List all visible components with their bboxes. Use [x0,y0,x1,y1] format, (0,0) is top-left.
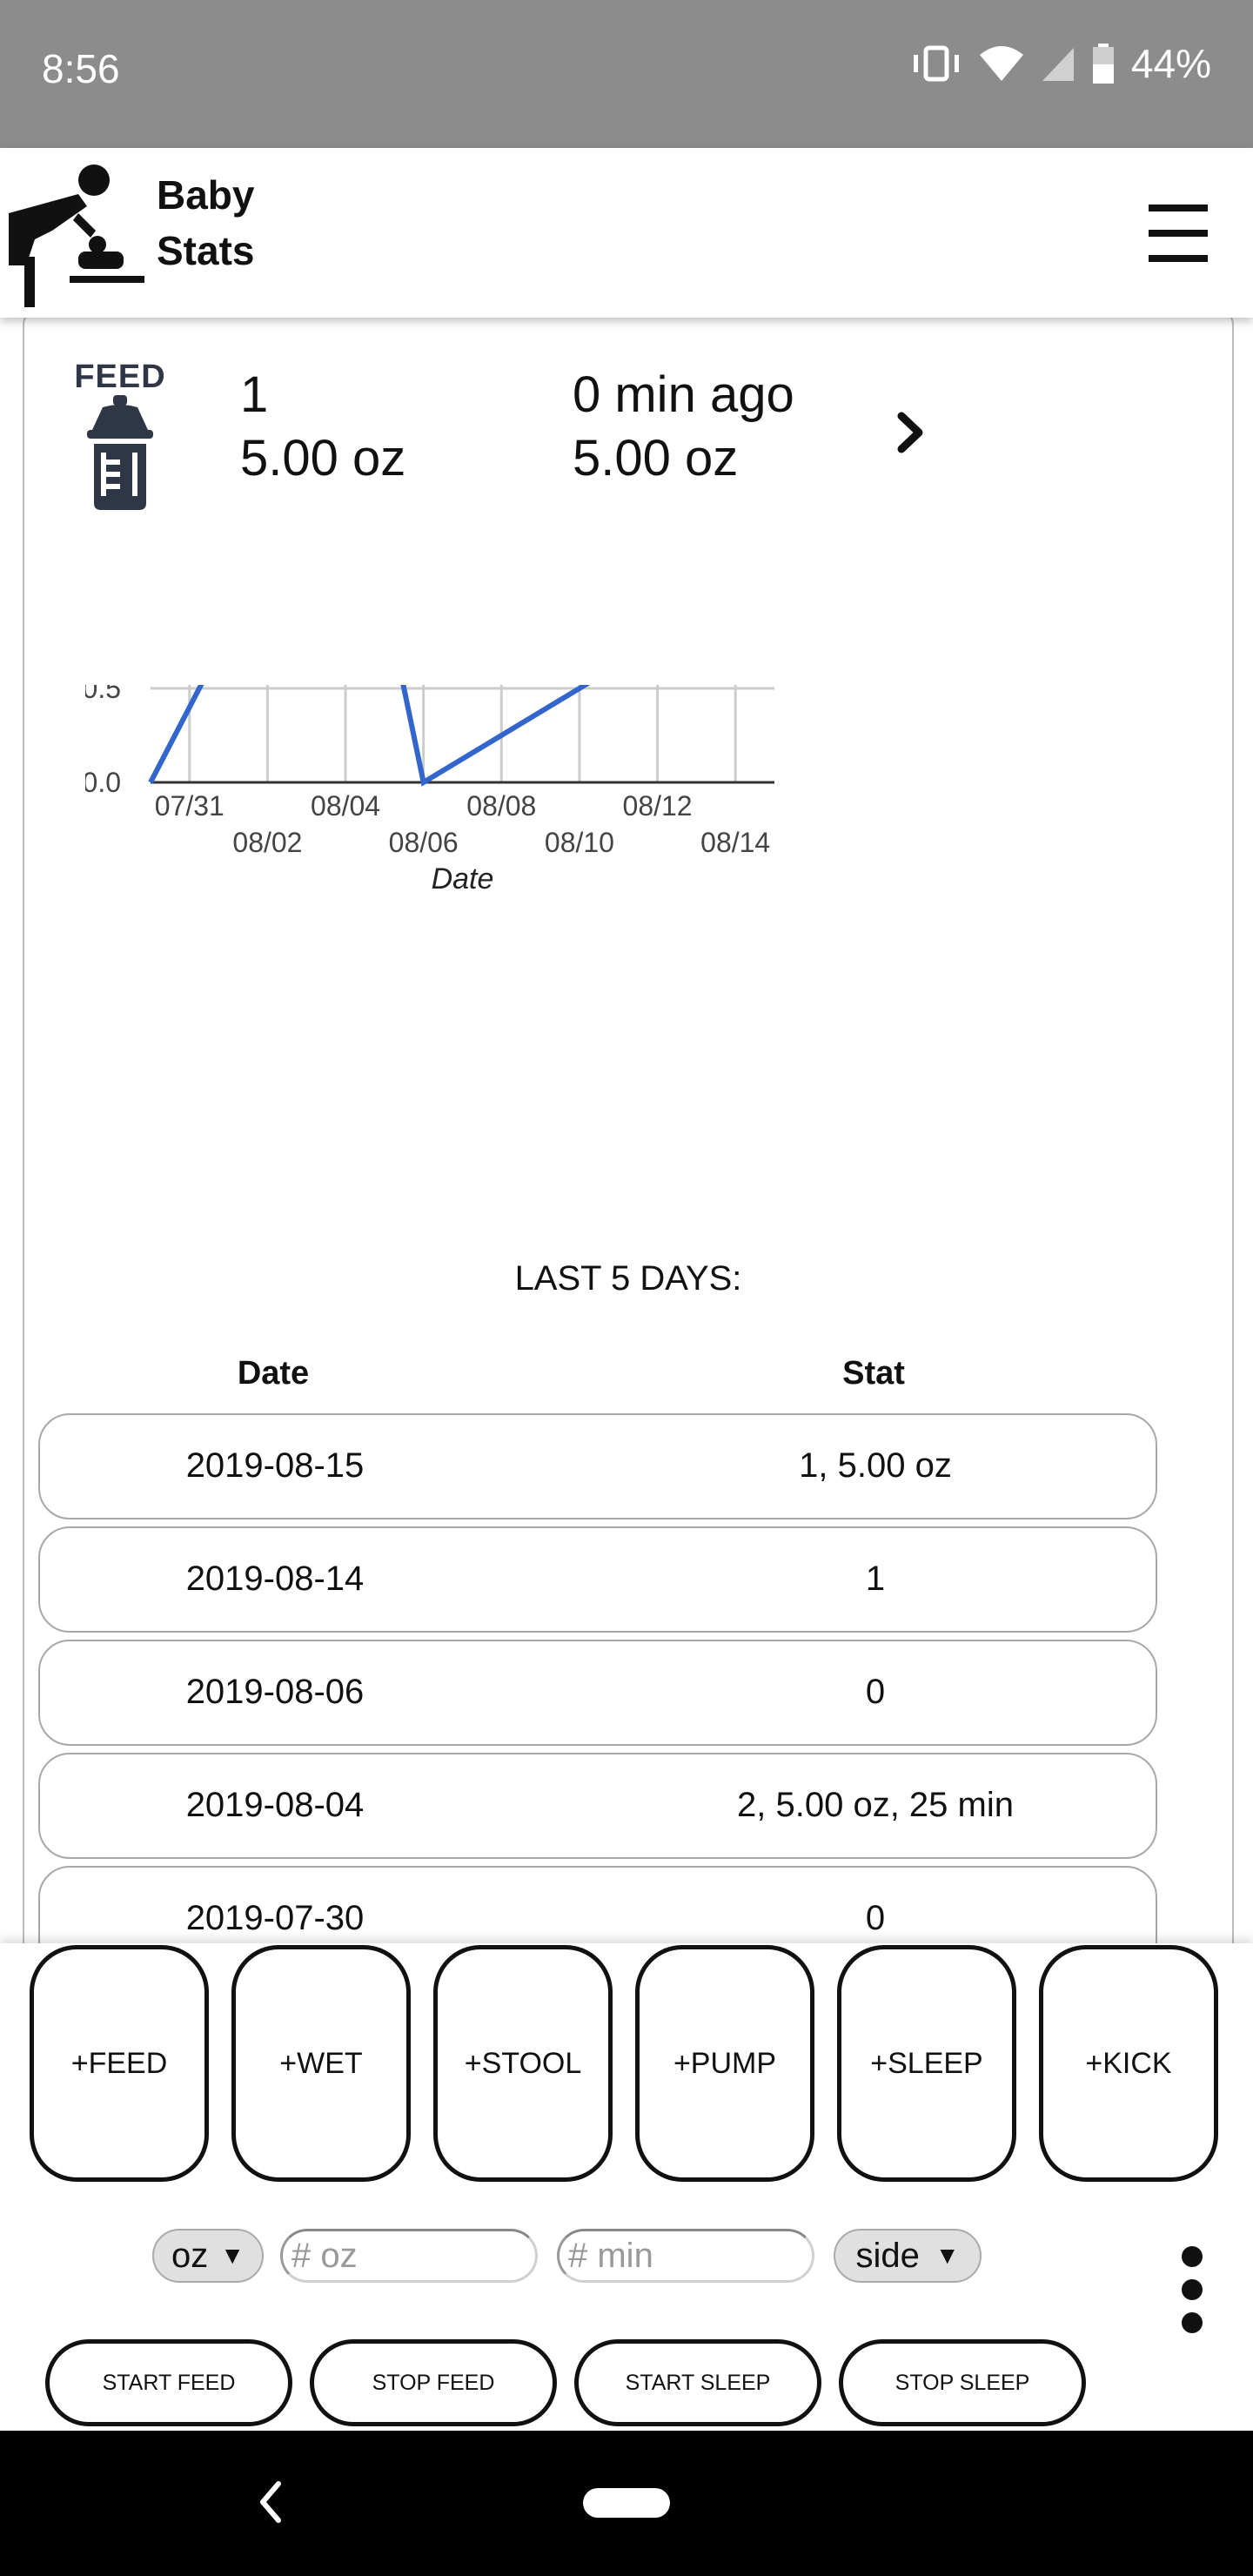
side-select[interactable]: side ▼ [834,2229,982,2283]
x-axis-title: Date [432,862,494,896]
row-date: 2019-08-15 [185,1446,365,1485]
row-stat: 1 [865,1560,886,1598]
battery-percent: 44% [1130,41,1211,86]
row-date: 2019-08-06 [185,1673,365,1711]
feed-chart: 0.00.51.01.52.007/3108/0408/0808/1208/02… [24,391,921,1146]
minutes-input-placeholder: # min [568,2236,653,2275]
wifi-icon [979,46,1023,81]
last-feed-time: 0 min ago [573,366,794,423]
unit-select[interactable]: oz ▼ [152,2229,264,2283]
feed-card: FEED 1 5.00 oz 0 min ago 5.00 oz 0.0 0.5 1… [23,309,1234,2053]
last-feed-amount: 5.00 oz [573,430,739,486]
row-stat: 0 [865,1899,886,1937]
app-header: Baby Stats [0,148,1253,318]
row-stat: 0 [865,1673,886,1711]
feed-label: FEED [74,359,166,395]
row-stat: 2, 5.00 oz, 25 min [737,1786,1014,1824]
x-tick-label: 08/08 [466,790,536,822]
series-line [148,399,774,787]
side-select-value: side [855,2236,920,2275]
table-row[interactable]: 2019-08-04 2, 5.00 oz, 25 min [38,1753,1157,1859]
minutes-input[interactable]: # min [557,2229,814,2283]
table-row[interactable]: 2019-08-15 1, 5.00 oz [38,1413,1157,1519]
start-feed-button[interactable]: START FEED [45,2339,292,2426]
oz-input[interactable]: # oz [280,2229,538,2283]
y-tick-label: 0.0 [85,767,121,798]
stop-feed-button[interactable]: STOP FEED [310,2339,557,2426]
stats-table: 2019-08-15 1, 5.00 oz 2019-08-14 1 2019-… [38,1413,1157,1979]
x-tick-label: 08/10 [545,827,614,858]
oz-input-placeholder: # oz [291,2236,358,2275]
status-icons: 44% [910,40,1211,87]
app-title: Baby Stats [157,167,254,278]
add-stool-button[interactable]: +STOOL [433,1945,613,2182]
x-tick-label: 07/31 [155,790,224,822]
add-feed-button[interactable]: +FEED [30,1945,209,2182]
add-sleep-button[interactable]: +SLEEP [837,1945,1016,2182]
dropdown-arrow-icon: ▼ [935,2242,960,2269]
kebab-menu-icon[interactable] [1182,2246,1208,2345]
battery-icon [1092,44,1114,84]
feed-label-icon-group: FEED [68,359,181,515]
x-tick-label: 08/14 [700,827,770,858]
last-feed-summary: 0 min ago 5.00 oz [573,363,794,490]
x-tick-label: 08/04 [311,790,380,822]
today-count: 1 [240,366,269,423]
baby-bottle-icon [87,395,153,510]
row-date: 2019-08-14 [185,1560,365,1598]
add-wet-button[interactable]: +WET [231,1945,411,2182]
row-stat: 1, 5.00 oz [799,1446,952,1485]
x-tick-label: 08/02 [232,827,302,858]
status-bar: 8:56 44% [0,0,1253,148]
row-date: 2019-07-30 [185,1899,365,1937]
add-kick-button[interactable]: +KICK [1039,1945,1218,2182]
home-pill-icon[interactable] [583,2488,670,2518]
baby-changing-icon [9,164,144,307]
unit-select-value: oz [171,2236,209,2275]
bottom-controls: +FEED +WET +STOOL +PUMP +SLEEP +KICK oz … [0,1943,1253,2431]
column-header-date: Date [237,1355,310,1392]
chevron-right-icon[interactable] [895,411,926,454]
row-date: 2019-08-04 [185,1786,365,1824]
y-tick-label: 0.5 [85,685,121,704]
column-header-stat: Stat [842,1355,905,1392]
table-caption: LAST 5 DAYS: [514,1259,742,1298]
x-tick-label: 08/06 [389,827,459,858]
stop-sleep-button[interactable]: STOP SLEEP [839,2339,1086,2426]
table-row[interactable]: 2019-08-14 1 [38,1526,1157,1633]
system-nav-bar [0,2431,1253,2576]
start-sleep-button[interactable]: START SLEEP [574,2339,821,2426]
table-row[interactable]: 2019-08-06 0 [38,1640,1157,1746]
add-pump-button[interactable]: +PUMP [635,1945,814,2182]
today-amount: 5.00 oz [240,430,406,486]
x-tick-label: 08/12 [623,790,693,822]
app-title-line2: Stats [157,228,255,273]
back-icon[interactable] [258,2479,284,2526]
vibrate-icon [913,45,959,82]
feed-line-chart: 0.00.51.01.52.007/3108/0408/0808/1208/02… [24,391,774,896]
dropdown-arrow-icon: ▼ [220,2242,245,2269]
app-title-line1: Baby [157,172,255,218]
today-summary: 1 5.00 oz [240,363,405,490]
signal-icon [1042,48,1074,81]
hamburger-menu-icon[interactable] [1149,205,1208,262]
status-time: 8:56 [42,46,120,91]
